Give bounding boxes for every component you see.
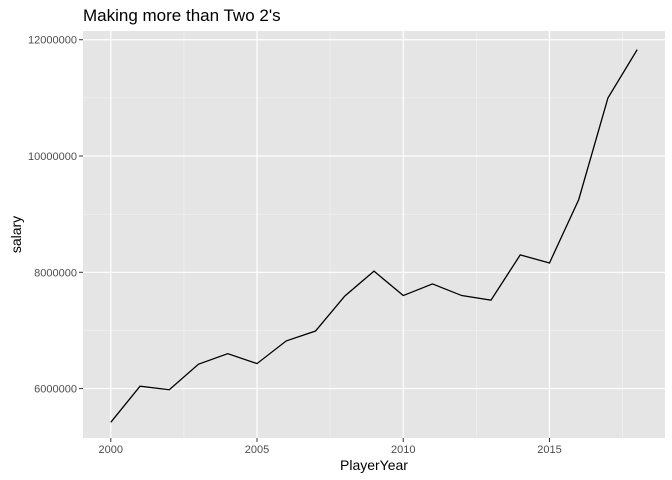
- y-tick-label: 12000000: [28, 35, 77, 47]
- x-tick-label: 2005: [245, 444, 269, 456]
- y-tick-label: 8000000: [34, 267, 77, 279]
- major-gridlines: [83, 31, 665, 438]
- x-tick-label: 2015: [537, 444, 561, 456]
- y-axis-title: salary: [8, 216, 24, 253]
- x-axis-ticks: 2000 2005 2010 2015: [99, 438, 562, 456]
- x-tick-label: 2000: [99, 444, 123, 456]
- y-tick-label: 10000000: [28, 151, 77, 163]
- x-tick-label: 2010: [391, 444, 415, 456]
- plot-panel: [83, 31, 665, 438]
- x-axis-title: PlayerYear: [340, 457, 408, 473]
- chart-title: Making more than Two 2's: [83, 6, 281, 25]
- y-axis-ticks: 6000000 8000000 10000000 12000000: [28, 35, 83, 396]
- series-line: [110, 49, 638, 423]
- minor-gridlines: [83, 31, 665, 438]
- y-tick-label: 6000000: [34, 384, 77, 396]
